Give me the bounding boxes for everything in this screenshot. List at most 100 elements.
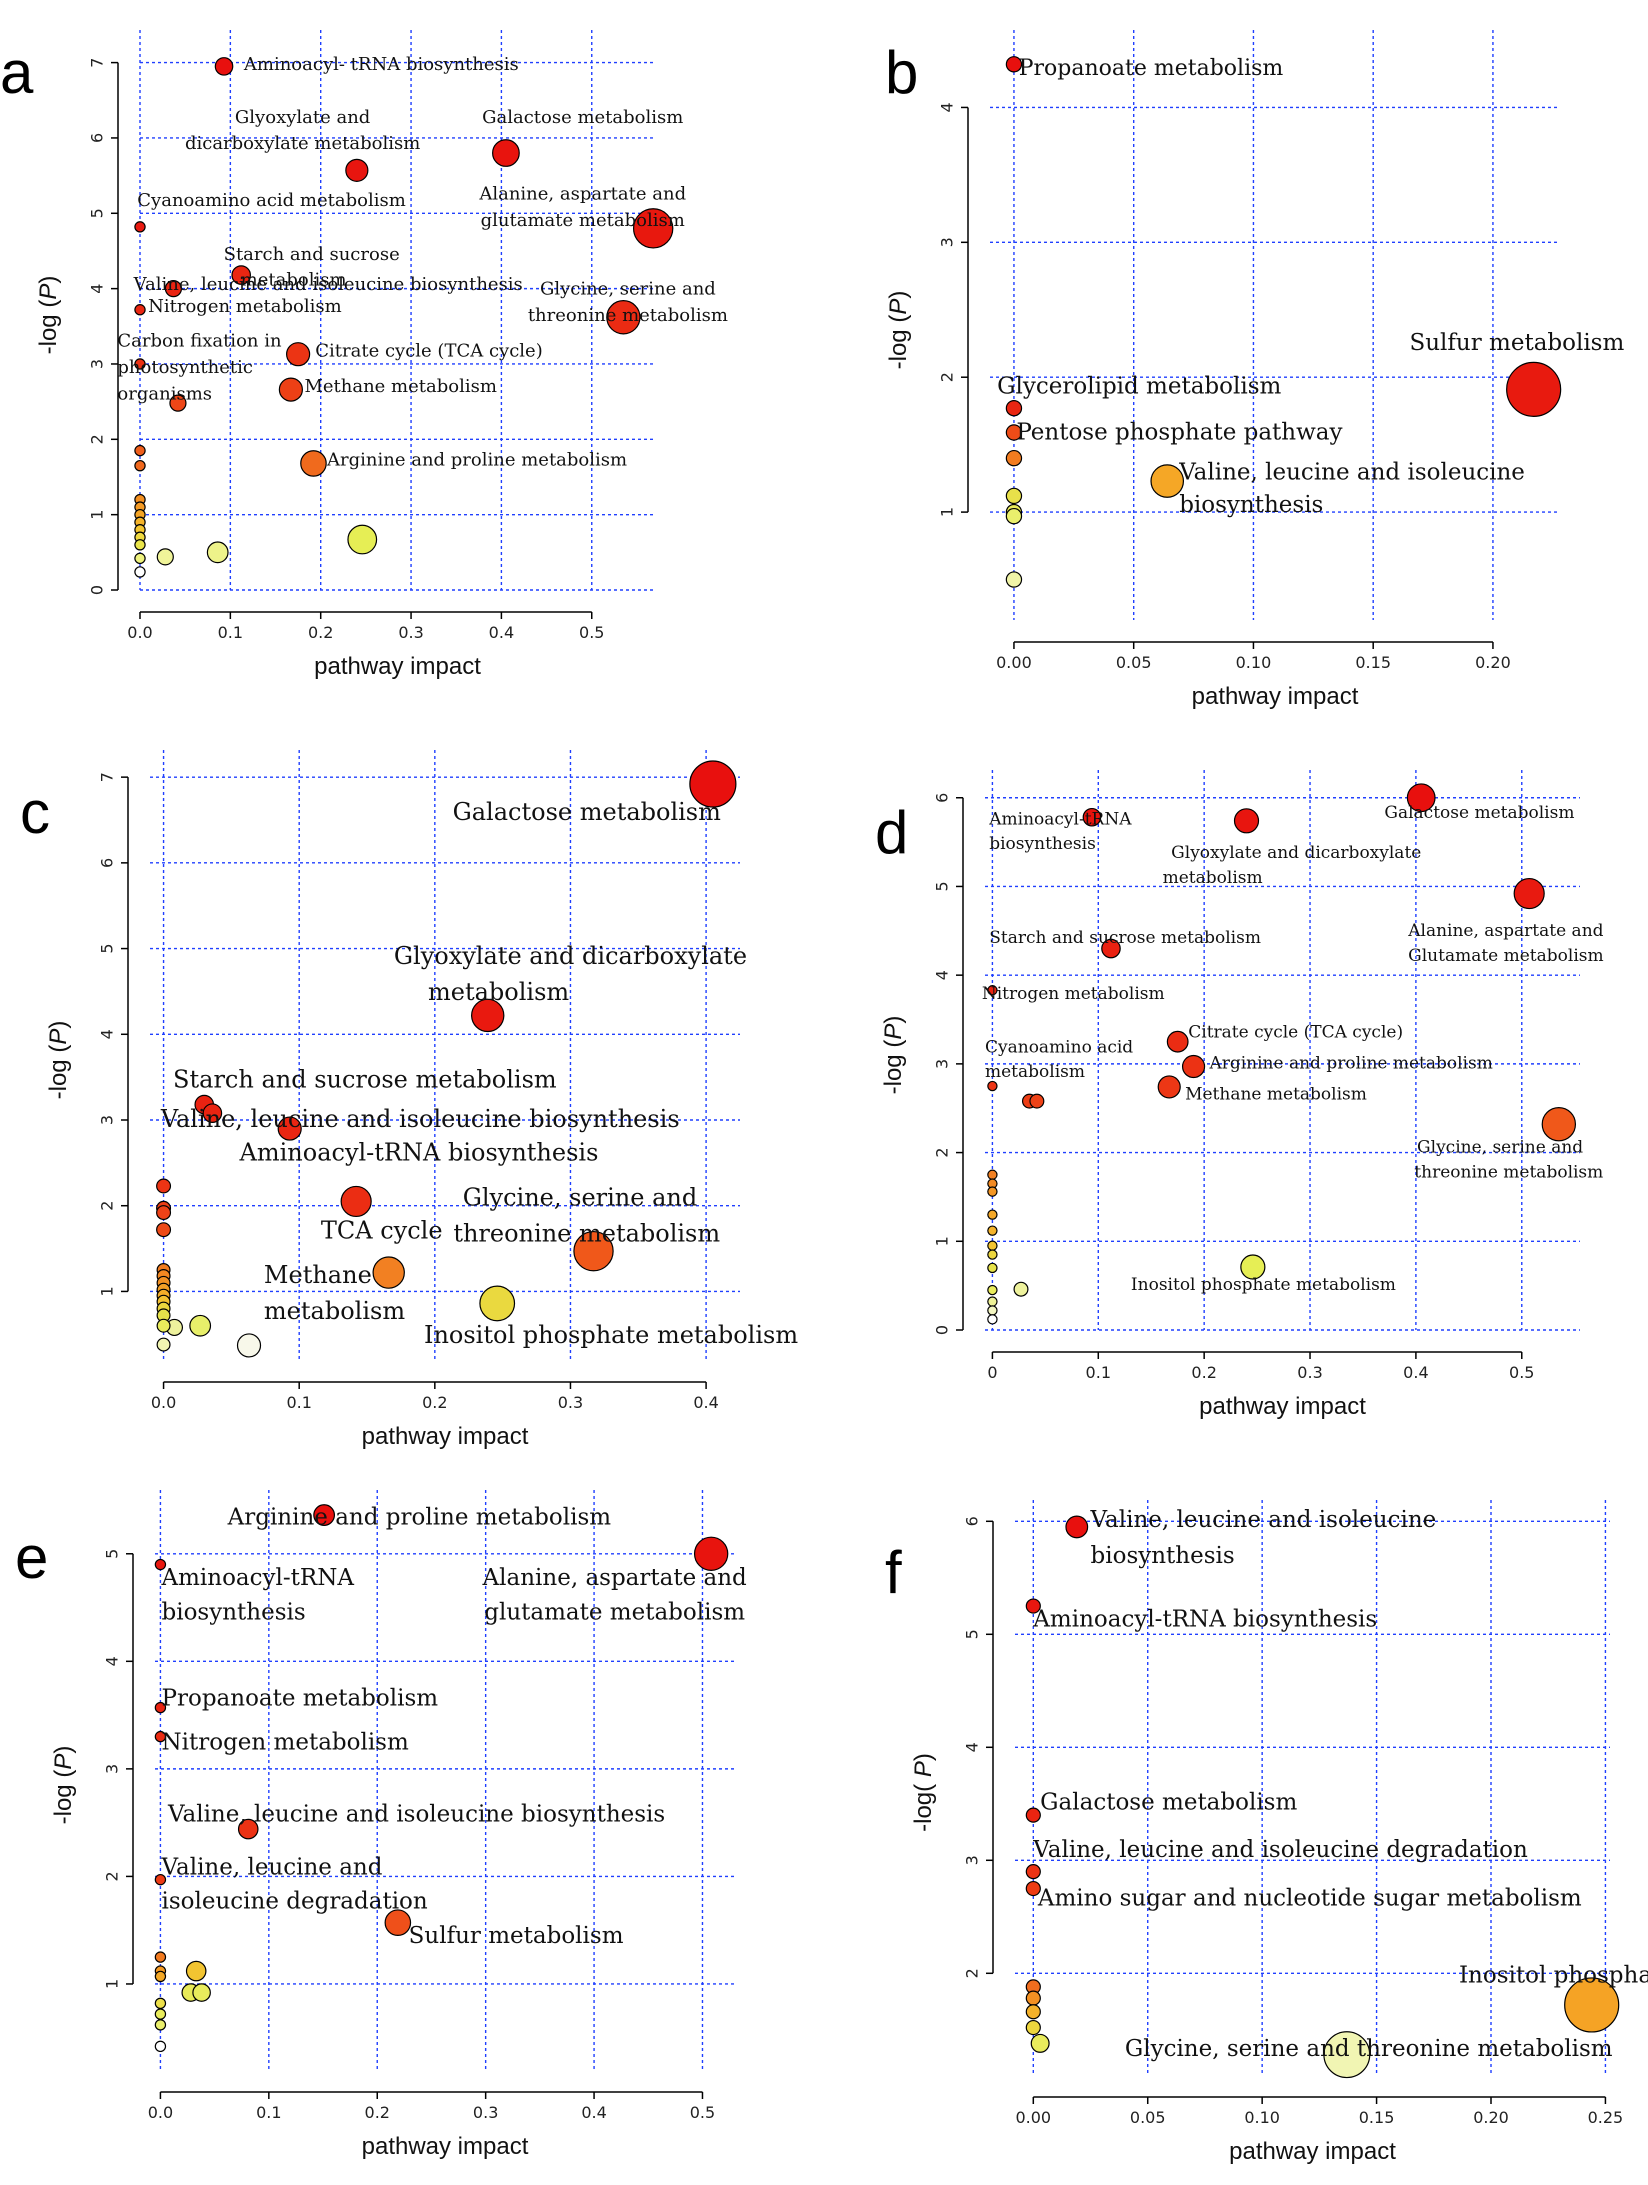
pathway-point <box>231 265 251 285</box>
pathway-label: Galactose metabolism <box>1040 1789 1297 1815</box>
y-axis-title: -log (P) <box>50 1746 77 1825</box>
panel-f: f 0.00 0.05 0.10 0.15 0.20 0.25 2 3 4 5 6 pathway im… <box>885 1500 1648 2165</box>
panel-c: c 0.0 0.1 0.2 0.3 0.4 1 2 3 4 5 6 7 pathway impact -lo… <box>20 750 798 1450</box>
pathway-label: Nitrogen metabolism <box>982 984 1165 1004</box>
pathway-point <box>345 158 369 182</box>
pathway-point <box>169 394 187 412</box>
y-tick-label: 2 <box>938 372 957 382</box>
y-tick-label: 4 <box>963 1742 982 1752</box>
x-tick-label: 0.0 <box>127 623 152 642</box>
y-tick-label: 1 <box>938 507 957 517</box>
pathway-point <box>471 998 505 1033</box>
pathway-label: Cyanoamino acid <box>985 1037 1133 1057</box>
y-tick-label: 3 <box>103 1764 122 1774</box>
x-axis-title: pathway impact <box>1192 683 1359 710</box>
y-tick-label: 5 <box>98 943 117 953</box>
pathway-label: Nitrogen metabolism <box>162 1730 409 1756</box>
pathway-point <box>156 1178 172 1194</box>
pathway-point <box>134 358 146 370</box>
pathway-label: Aminoacyl- tRNA biosynthesis <box>243 54 519 75</box>
pathway-point <box>192 1983 211 2002</box>
pathway-point <box>987 1314 998 1325</box>
pathway-label: glutamate metabolism <box>484 1599 745 1625</box>
y-tick-label: 1 <box>103 1979 122 1989</box>
pathway-point <box>1025 1990 1041 2006</box>
x-tick-label: 0.10 <box>1236 653 1272 672</box>
pathway-label: Valine, leucine and isoleucine degradati… <box>1032 1837 1528 1863</box>
pathway-label: metabolism <box>241 270 347 291</box>
pathway-point <box>340 1185 372 1218</box>
x-tick-label: 0.20 <box>1475 653 1511 672</box>
pathway-label: Glyoxylate and <box>235 107 370 128</box>
y-tick-label: 4 <box>88 284 107 294</box>
pathway-label: Valine, leucine and <box>161 1854 383 1880</box>
pathway-point <box>206 541 229 564</box>
panel-label: c <box>20 779 50 846</box>
x-tick-label: 0.00 <box>1015 2108 1051 2127</box>
pathway-label: Arginine and proline metabolism <box>1208 1053 1492 1073</box>
pathway-label: Glycine, serine and threonine metabolism <box>1125 2036 1613 2062</box>
pathway-point <box>1005 424 1023 441</box>
pathway-label: Glyoxylate and dicarboxylate <box>394 942 747 970</box>
pathway-label: Inositol phosphate metabolism <box>1131 1275 1396 1295</box>
pathway-label: Propanoate metabolism <box>162 1685 439 1711</box>
pathway-point <box>1005 400 1023 417</box>
pathway-point <box>156 1222 172 1238</box>
pathway-point <box>372 1256 405 1289</box>
pathway-point <box>154 1970 167 1983</box>
pathway-point <box>1513 877 1545 910</box>
pathway-label: Methane metabolism <box>304 376 496 397</box>
y-tick-label: 4 <box>933 970 952 980</box>
panel-label: d <box>875 799 908 866</box>
x-tick-label: 0.3 <box>473 2103 498 2122</box>
pathway-label: Starch and sucrose <box>224 244 400 265</box>
pathway-label: Nitrogen metabolism <box>148 296 342 317</box>
pathway-point <box>134 566 146 578</box>
pathway-label: Aminoacyl-tRNA <box>988 809 1132 829</box>
pathway-point <box>987 1225 998 1236</box>
pathway-label: metabolism <box>985 1062 1085 1082</box>
pathway-label: threonine metabolism <box>1414 1162 1603 1182</box>
pathway-point <box>479 1285 516 1322</box>
x-tick-label: 0.4 <box>581 2103 606 2122</box>
pathway-label: organisms <box>117 383 212 404</box>
panel-b: b 0.00 0.05 0.10 0.15 0.20 1 2 3 4 pathway impact -… <box>885 30 1624 710</box>
pathway-label: Aminoacyl-tRNA biosynthesis <box>239 1138 599 1166</box>
pathway-label: Glyoxylate and dicarboxylate <box>1171 843 1421 863</box>
y-tick-label: 5 <box>103 1549 122 1559</box>
y-tick-label: 0 <box>88 585 107 595</box>
pathway-point <box>1233 808 1260 834</box>
pathway-point <box>987 1240 998 1251</box>
pathway-point <box>1025 1598 1041 1614</box>
pathway-point <box>154 1558 167 1571</box>
y-tick-label: 5 <box>963 1629 982 1639</box>
pathway-point <box>134 444 146 457</box>
pathway-point <box>277 1116 302 1141</box>
x-axis-title: pathway impact <box>1199 1393 1366 1420</box>
pathway-point <box>156 1205 172 1221</box>
x-tick-label: 0.1 <box>218 623 243 642</box>
pathway-label: Alanine, aspartate and <box>478 184 686 205</box>
x-tick-label: 0 <box>987 1363 997 1382</box>
x-tick-label: 0.05 <box>1130 2108 1166 2127</box>
pathway-point <box>1029 1093 1045 1109</box>
x-tick-label: 0.4 <box>1403 1363 1428 1382</box>
pathway-label: Methane metabolism <box>1185 1084 1367 1104</box>
pathway-label: biosynthesis <box>989 834 1096 854</box>
x-tick-label: 0.5 <box>579 623 604 642</box>
x-tick-label: 0.5 <box>1509 1363 1534 1382</box>
pathway-label: metabolism <box>264 1297 405 1325</box>
pathway-point <box>1005 56 1023 73</box>
y-tick-label: 7 <box>88 58 107 68</box>
x-tick-label: 0.20 <box>1473 2108 1509 2127</box>
pathway-point <box>1082 807 1102 827</box>
x-tick-label: 0.1 <box>1086 1363 1111 1382</box>
pathway-point <box>1025 2004 1041 2020</box>
x-tick-label: 0.0 <box>148 2103 173 2122</box>
x-tick-label: 0.2 <box>308 623 333 642</box>
pathway-point <box>1166 1030 1189 1053</box>
pathway-point <box>347 524 378 555</box>
pathway-point <box>987 1169 998 1180</box>
panel-label: a <box>0 39 34 106</box>
y-tick-label: 4 <box>938 102 957 112</box>
